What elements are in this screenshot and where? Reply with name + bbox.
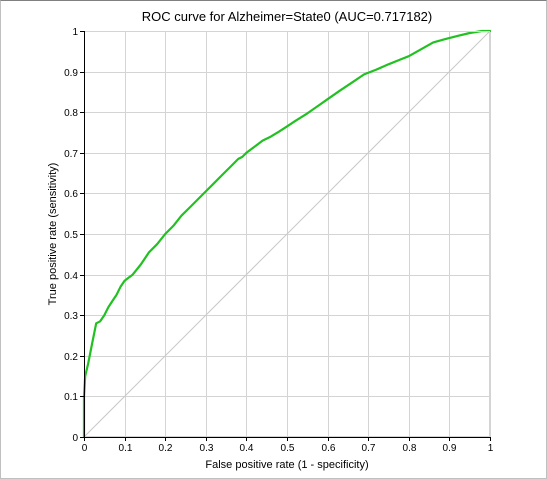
x-axis-title: False positive rate (1 - specificity) [205, 459, 368, 471]
x-tick-label: 0.5 [281, 443, 295, 454]
x-tick-label: 0.4 [240, 443, 254, 454]
axes [84, 31, 491, 438]
x-tick-label: 0.2 [159, 443, 173, 454]
y-tick-label: 0.6 [64, 189, 78, 200]
reference-diagonal-line [83, 30, 491, 438]
y-tick-label: 0 [72, 433, 78, 444]
y-tick-label: 0.5 [64, 230, 78, 241]
y-tick-label: 1 [72, 27, 78, 38]
y-tick-label: 0.4 [64, 271, 78, 282]
y-tick-label: 0.3 [64, 311, 78, 322]
x-axis-ticks: 0 0.1 0.2 0.3 0.4 0.5 0.6 0.7 0.8 0.9 1 [82, 437, 494, 454]
y-tick-label: 0.8 [64, 108, 78, 119]
y-tick-label: 0.1 [64, 392, 78, 403]
x-tick-label: 0.1 [119, 443, 133, 454]
x-tick-label: 0.7 [362, 443, 376, 454]
y-tick-label: 0.7 [64, 149, 78, 160]
x-tick-label: 0 [82, 443, 88, 454]
x-tick-label: 0.9 [443, 443, 457, 454]
y-axis-ticks: 0 0.1 0.2 0.3 0.4 0.5 0.6 0.7 0.8 0.9 1 [64, 27, 84, 444]
chart-title: ROC curve for Alzheimer=State0 (AUC=0.71… [142, 9, 432, 24]
x-tick-label: 1 [488, 443, 494, 454]
y-axis-title: True positive rate (sensitivity) [47, 163, 59, 306]
x-tick-label: 0.6 [322, 443, 336, 454]
x-tick-label: 0.8 [403, 443, 417, 454]
x-tick-label: 0.3 [200, 443, 214, 454]
roc-curve-line [82, 29, 492, 439]
y-tick-label: 0.9 [64, 68, 78, 79]
y-tick-label: 0.2 [64, 352, 78, 363]
